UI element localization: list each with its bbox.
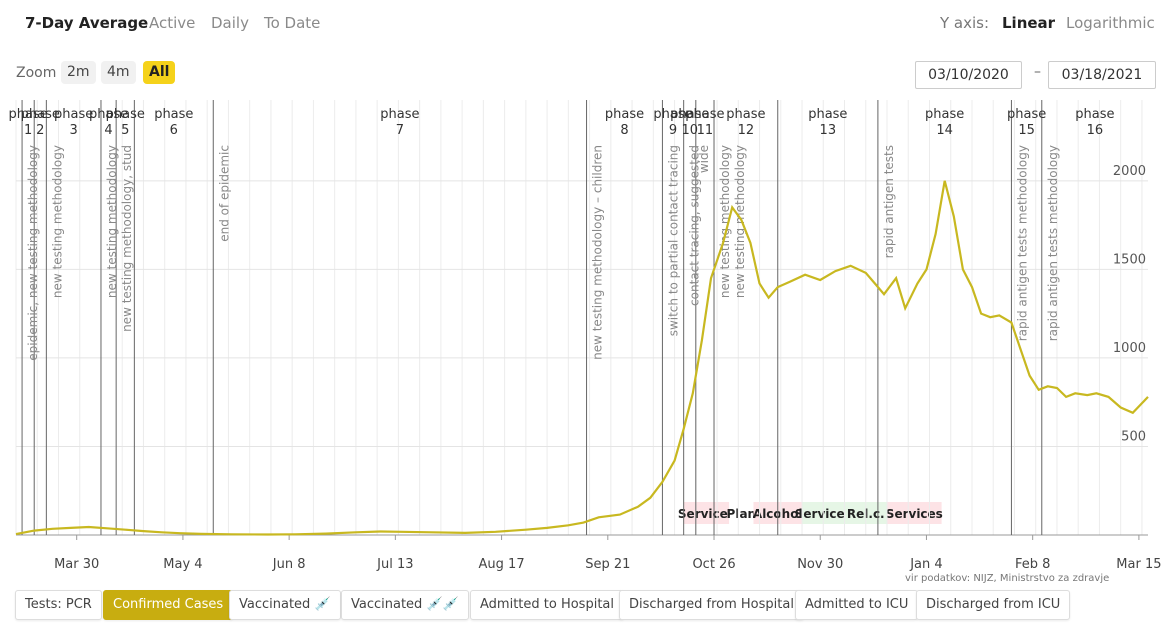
- zoom-4m-button[interactable]: 4m: [101, 61, 136, 84]
- phase-annotation: epidemic, new testing methodology: [26, 145, 40, 361]
- phase-number: 9: [669, 123, 677, 138]
- phase-label: phase: [1007, 107, 1046, 122]
- tab-discharged-from-hospital[interactable]: Discharged from Hospital: [619, 590, 804, 620]
- phase-number: 12: [738, 123, 755, 138]
- tab-admitted-to-hospital[interactable]: Admitted to Hospital: [470, 590, 624, 620]
- phase-label: phase: [808, 107, 847, 122]
- tab-confirmed-cases[interactable]: Confirmed Cases: [103, 590, 234, 620]
- phase-number: 15: [1018, 123, 1035, 138]
- x-tick-label: Jun 8: [272, 557, 306, 572]
- phase-number: 2: [36, 123, 44, 138]
- phase-number: 16: [1087, 123, 1104, 138]
- phase-annotation: new testing methodology – children: [591, 145, 605, 360]
- phase-annotation: end of epidemic: [217, 145, 231, 242]
- phase-label: phase: [670, 107, 709, 122]
- x-tick-label: Oct 26: [692, 557, 735, 572]
- y-tick-label: 500: [1121, 429, 1146, 444]
- restriction-band: [887, 502, 942, 524]
- x-tick-label: Aug 17: [479, 557, 525, 572]
- phase-label: phase: [21, 107, 60, 122]
- date-to-input[interactable]: [1048, 61, 1156, 89]
- y-axis-linear[interactable]: Linear: [999, 14, 1058, 38]
- y-tick-label: 1000: [1113, 341, 1146, 356]
- tab-daily[interactable]: Daily: [211, 14, 249, 32]
- tab-vaccinated-1[interactable]: Vaccinated 💉: [229, 590, 341, 620]
- phase-number: 14: [936, 123, 953, 138]
- phase-label: phase: [89, 107, 128, 122]
- restriction-band-label: Services: [678, 507, 735, 521]
- restriction-band-label: Services: [886, 507, 943, 521]
- tab-tests-pcr[interactable]: Tests: PCR: [15, 590, 102, 620]
- phase-label: phase: [685, 107, 724, 122]
- date-from-input[interactable]: [915, 61, 1022, 89]
- series-line: [15, 180, 1149, 536]
- x-tick-label: Mar 15: [1116, 557, 1161, 572]
- phase-number: 7: [396, 123, 404, 138]
- phase-label: phase: [380, 107, 419, 122]
- phase-label: phase: [653, 107, 692, 122]
- phase-annotation: new testing methodology: [718, 145, 732, 298]
- phase-number: 8: [620, 123, 628, 138]
- tab-active[interactable]: Active: [149, 14, 196, 32]
- x-tick-label: Sep 21: [585, 557, 630, 572]
- phase-annotation: rapid antigen tests: [882, 145, 896, 258]
- restriction-band: [683, 502, 730, 524]
- phase-label: phase: [9, 107, 48, 122]
- phase-annotation: switch to partial contact tracing: [666, 145, 680, 336]
- x-tick-label: Feb 8: [1015, 557, 1050, 572]
- phase-annotation: contact tracing, suggested: [688, 145, 702, 306]
- y-tick-label: 1500: [1113, 252, 1146, 267]
- tab-7-day-average[interactable]: 7-Day Average: [22, 14, 151, 38]
- phase-annotation: new testing methodology: [733, 145, 747, 298]
- phase-annotation: new testing methodology: [50, 145, 64, 298]
- phase-number: 11: [697, 123, 714, 138]
- phase-label: phase: [106, 107, 145, 122]
- phase-number: 13: [820, 123, 837, 138]
- phase-label: phase: [925, 107, 964, 122]
- restriction-band: [729, 502, 754, 524]
- phase-label: phase: [54, 107, 93, 122]
- phase-number: 5: [121, 123, 129, 138]
- zoom-2m-button[interactable]: 2m: [61, 61, 96, 84]
- phase-label: phase: [1075, 107, 1114, 122]
- phase-label: phase: [154, 107, 193, 122]
- zoom-label: Zoom: [16, 65, 57, 81]
- phase-number: 3: [70, 123, 78, 138]
- y-axis-logarithmic[interactable]: Logarithmic: [1066, 14, 1155, 32]
- tab-discharged-from-icu[interactable]: Discharged from ICU: [916, 590, 1071, 620]
- phase-annotation: rapid antigen tests methodology: [1015, 145, 1029, 341]
- x-tick-label: Jan 4: [909, 557, 942, 572]
- x-tick-label: Nov 30: [797, 557, 843, 572]
- phase-annotation: wide: [697, 145, 711, 173]
- y-tick-label: 2000: [1113, 164, 1146, 179]
- tab-to-date[interactable]: To Date: [264, 14, 321, 32]
- phase-annotation: new testing methodology: [105, 145, 119, 298]
- tab-vaccinated-2[interactable]: Vaccinated 💉💉: [341, 590, 469, 620]
- x-tick-label: May 4: [163, 557, 202, 572]
- phase-number: 4: [104, 123, 112, 138]
- phase-annotation: new testing methodology, stud: [120, 145, 134, 332]
- phase-annotation: rapid antigen tests methodology: [1046, 145, 1060, 341]
- date-separator: –: [1034, 64, 1041, 80]
- phase-label: phase: [605, 107, 644, 122]
- restriction-band-label: Plan: [727, 507, 757, 521]
- x-tick-label: Mar 30: [54, 557, 99, 572]
- data-source: vir podatkov: NIJZ, Ministrstvo za zdrav…: [905, 573, 1110, 584]
- y-axis-label: Y axis:: [940, 14, 990, 32]
- phase-label: phase: [726, 107, 765, 122]
- tab-admitted-to-icu[interactable]: Admitted to ICU: [795, 590, 919, 620]
- x-tick-label: Jul 13: [376, 557, 413, 572]
- zoom-all-button[interactable]: All: [143, 61, 176, 84]
- phase-number: 1: [24, 123, 32, 138]
- phase-number: 10: [681, 123, 698, 138]
- phase-number: 6: [170, 123, 178, 138]
